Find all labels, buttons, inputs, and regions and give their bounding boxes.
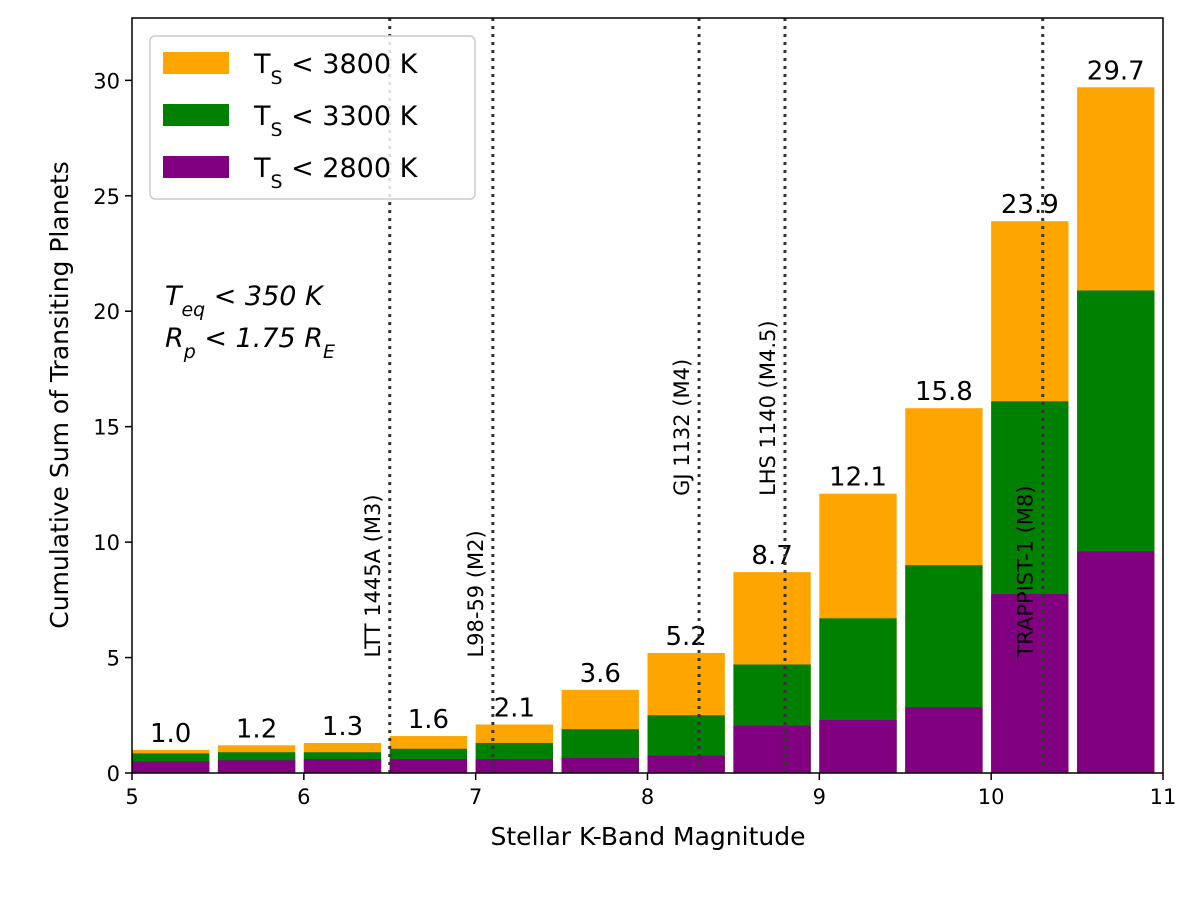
x-tick-label: 10	[978, 785, 1005, 809]
legend-label: TS < 3300 K	[253, 101, 419, 141]
bar	[1077, 551, 1155, 773]
data-label: 3.6	[580, 659, 621, 689]
y-tick-label: 25	[93, 185, 120, 209]
x-tick-label: 11	[1150, 785, 1177, 809]
x-tick-label: 5	[125, 785, 138, 809]
y-tick-label: 0	[107, 762, 120, 786]
bar	[733, 725, 811, 773]
data-label: 29.7	[1087, 56, 1145, 86]
x-axis-label: Stellar K-Band Magnitude	[491, 822, 806, 851]
y-tick-label: 5	[107, 647, 120, 671]
bar	[389, 759, 468, 773]
data-label: 5.2	[665, 622, 706, 652]
annotation: Teq < 350 K	[165, 281, 325, 321]
x-tick-label: 8	[641, 785, 654, 809]
reference-label: GJ 1132 (M4)	[670, 359, 694, 496]
x-tick-label: 9	[813, 785, 826, 809]
legend-swatch	[163, 52, 229, 74]
legend-label: TS < 2800 K	[253, 153, 419, 193]
reference-label: TRAPPIST-1 (M8)	[1014, 485, 1038, 658]
bar	[819, 719, 897, 773]
data-label: 23.9	[1001, 190, 1059, 220]
reference-label: L98-59 (M2)	[464, 530, 488, 657]
reference-label: LTT 1445A (M3)	[361, 494, 385, 657]
y-tick-label: 10	[93, 531, 120, 555]
bar	[303, 759, 382, 773]
data-label: 12.1	[829, 463, 887, 493]
bar	[475, 759, 553, 773]
bar	[647, 755, 725, 773]
bar	[991, 594, 1069, 773]
legend-label: TS < 3800 K	[253, 49, 419, 89]
data-label: 1.2	[236, 714, 277, 744]
legend-box	[149, 35, 476, 200]
reference-label: LHS 1140 (M4.5)	[756, 320, 780, 496]
bar	[905, 707, 983, 773]
data-label: 1.3	[322, 712, 363, 742]
legend: TS < 3800 K TS < 3300 K TS < 2800 K	[149, 35, 476, 200]
data-label: 8.7	[751, 541, 792, 571]
annotation: Rp < 1.75 RE	[165, 323, 335, 363]
bar	[132, 761, 210, 773]
data-label: 1.0	[150, 719, 191, 749]
x-tick-label: 7	[469, 785, 482, 809]
y-tick-label: 20	[93, 300, 120, 324]
data-label: 1.6	[408, 705, 449, 735]
y-axis-label: Cumulative Sum of Transiting Planets	[45, 161, 74, 629]
x-tick-label: 6	[297, 785, 310, 809]
legend-swatch	[163, 104, 229, 126]
data-label: 2.1	[494, 694, 535, 724]
bar	[561, 757, 639, 773]
data-label: 15.8	[915, 377, 973, 407]
legend-swatch	[163, 156, 229, 178]
y-tick-label: 15	[93, 416, 120, 440]
y-tick-label: 30	[93, 69, 120, 93]
bar	[217, 760, 296, 773]
